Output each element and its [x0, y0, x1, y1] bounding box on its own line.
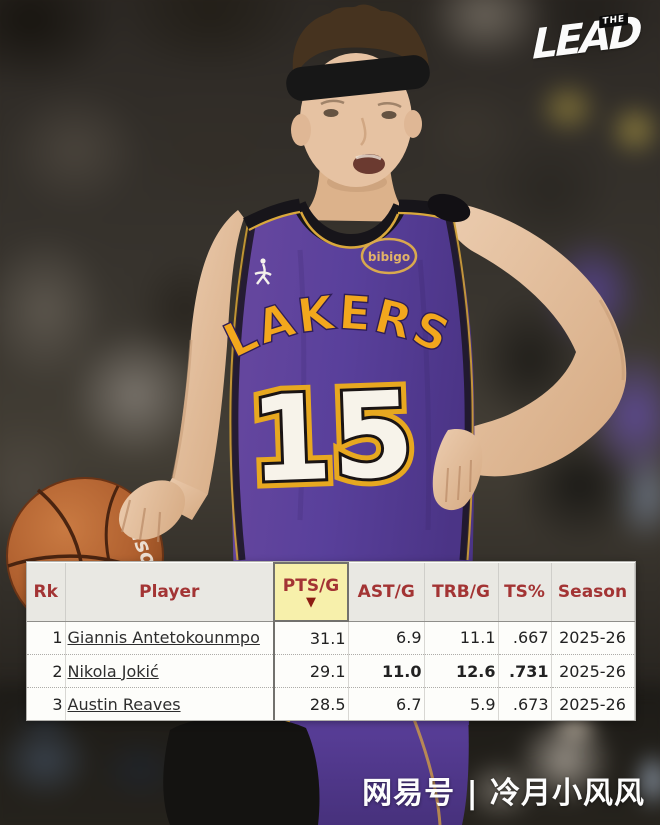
jumpman-logo-icon: [254, 258, 272, 285]
sponsor-patch: bibigo: [360, 237, 418, 275]
player-cell: Nikola Jokić: [65, 654, 275, 688]
player-left-arm: [118, 210, 244, 543]
player-cell: Giannis Antetokounmpo: [65, 621, 275, 655]
open-mouth: [353, 154, 385, 174]
rank-cell: 3: [27, 687, 66, 720]
ts-cell: .673: [498, 687, 552, 720]
season-cell: 2025-26: [551, 654, 635, 688]
season-cell: 2025-26: [551, 687, 635, 720]
trb-cell: 12.6: [424, 654, 499, 688]
col-header-ts[interactable]: TS%: [498, 563, 552, 622]
col-header-ptsg-sorted[interactable]: PTS/G ▼: [273, 562, 349, 622]
watermark-text: 网易号 | 冷月小风风: [362, 776, 645, 811]
ts-cell: .731: [498, 654, 552, 688]
header-row: Rk Player PTS/G ▼ AST/G TRB/G TS% Season: [27, 562, 635, 622]
col-header-player[interactable]: Player: [65, 563, 275, 622]
ast-cell: 6.7: [348, 687, 425, 720]
table-row: 3 Austin Reaves 28.5 6.7 5.9 .673 2025-2…: [27, 687, 635, 720]
rank-cell: 2: [27, 654, 66, 688]
player-right-arm: [438, 200, 627, 477]
ast-cell: 11.0: [348, 654, 425, 688]
player-link[interactable]: Giannis Antetokounmpo: [67, 628, 260, 648]
sponsor-patch-text: bibigo: [368, 250, 410, 264]
season-cell: 2025-26: [551, 621, 635, 655]
ast-cell: 6.9: [348, 621, 425, 655]
trb-cell: 11.1: [424, 621, 499, 655]
stats-table: Rk Player PTS/G ▼ AST/G TRB/G TS% Season…: [27, 562, 635, 720]
col-header-season[interactable]: Season: [551, 563, 635, 622]
player-link[interactable]: Nikola Jokić: [67, 661, 159, 681]
col-header-ptsg-label: PTS/G: [282, 576, 340, 596]
player-neck: [296, 165, 418, 222]
pts-cell: 31.1: [273, 621, 349, 655]
col-header-rk[interactable]: Rk: [27, 563, 66, 622]
ts-cell: .667: [498, 621, 552, 655]
svg-text:15: 15: [247, 365, 416, 509]
trb-cell: 5.9: [424, 687, 499, 720]
svg-text:15: 15: [247, 365, 416, 509]
sort-desc-icon: ▼: [306, 595, 316, 610]
col-header-astg[interactable]: AST/G: [348, 563, 425, 622]
headband: [286, 55, 430, 101]
table-row: 1 Giannis Antetokounmpo 31.1 6.9 11.1 .6…: [27, 621, 635, 655]
player-head: [286, 4, 430, 187]
player-hair: [292, 4, 429, 81]
col-header-trbg[interactable]: TRB/G: [424, 563, 499, 622]
pts-cell: 28.5: [273, 687, 349, 720]
rank-cell: 1: [27, 621, 66, 655]
player-link[interactable]: Austin Reaves: [67, 694, 181, 714]
player-cell: Austin Reaves: [65, 687, 275, 720]
pts-cell: 29.1: [273, 654, 349, 688]
player-right-hand: [432, 428, 483, 511]
table-row: 2 Nikola Jokić 29.1 11.0 12.6 .731 2025-…: [27, 654, 635, 688]
jersey-number: 15 15: [239, 357, 424, 517]
player-shorts: [163, 712, 469, 825]
